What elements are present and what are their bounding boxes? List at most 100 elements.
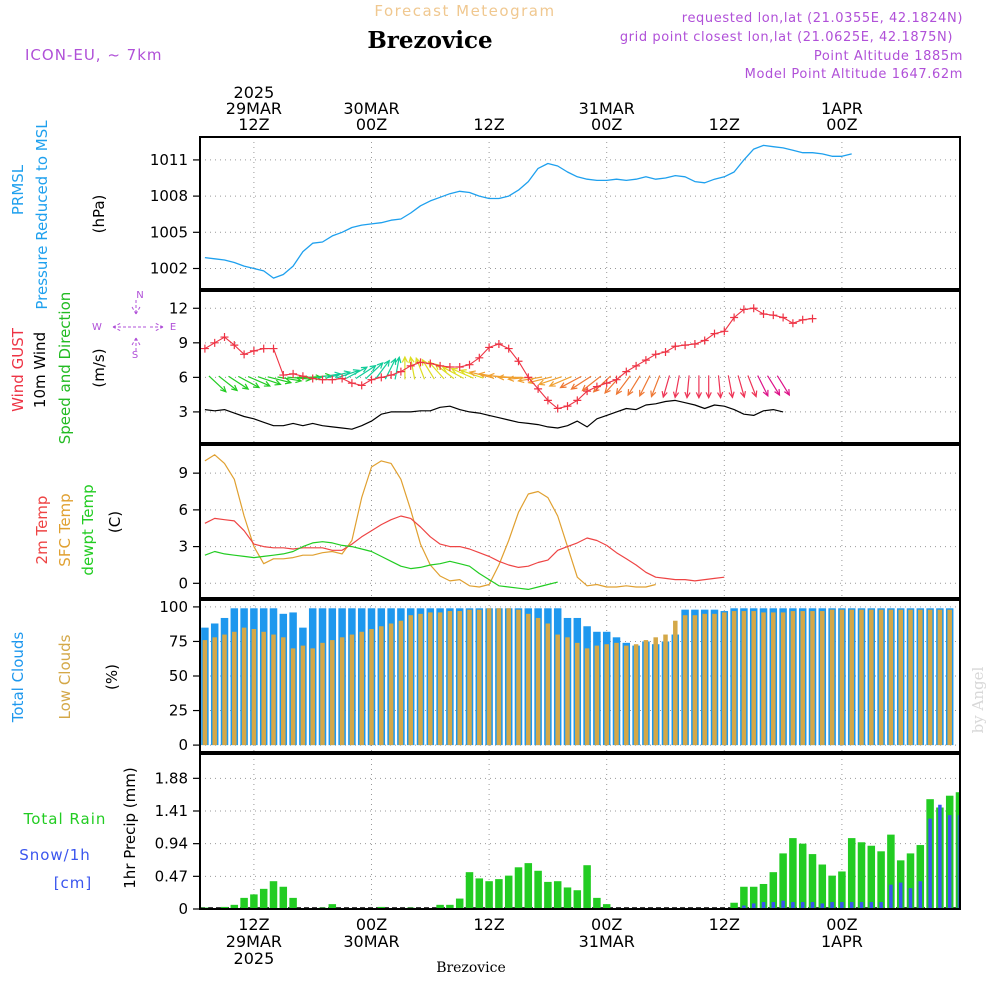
low-cloud-bar xyxy=(869,609,874,746)
rain-bar xyxy=(749,886,758,909)
wind-direction-arrow xyxy=(257,376,282,386)
wind-grid xyxy=(200,291,960,443)
rain-bar xyxy=(573,890,582,909)
wind-gust-marker xyxy=(465,360,474,369)
time-label-bottom: 2025 xyxy=(234,949,275,968)
low-cloud-bar xyxy=(271,634,276,746)
snow-bar xyxy=(849,902,854,909)
wind-gust-marker xyxy=(759,310,768,319)
rain-bar xyxy=(534,870,542,909)
low-cloud-bar xyxy=(428,612,433,746)
low-cloud-bar xyxy=(771,612,776,746)
low-cloud-bar xyxy=(888,609,894,746)
time-label-bottom: 00Z xyxy=(356,915,387,934)
wind-direction-arrow xyxy=(401,355,409,380)
wind-direction-arrow xyxy=(208,375,227,393)
rain-bar xyxy=(887,834,895,909)
wind-gust-marker xyxy=(553,404,562,413)
precip-y-ticks: 0 0.47 0.94 1.41 1.88 xyxy=(155,769,200,918)
wind-gust-marker xyxy=(641,356,650,365)
temperature-panel: 0 3 6 9 2m Temp SFC Temp dewpt Temp (C) xyxy=(33,444,961,599)
wind-gust-marker xyxy=(671,342,680,351)
p4-frame xyxy=(199,599,961,753)
wind-direction-arrow xyxy=(375,359,391,380)
rain-bar xyxy=(475,878,484,909)
low-cloud-bar xyxy=(584,648,590,746)
rain-bar xyxy=(524,863,533,909)
pressure-unit: (hPa) xyxy=(90,195,108,234)
wind-gust-marker xyxy=(269,344,278,353)
low-cloud-bar xyxy=(633,644,639,746)
model-label: ICON-EU, ~ 7km xyxy=(25,46,163,64)
wind-gust-marker xyxy=(543,396,552,405)
time-label-top: 12Z xyxy=(709,115,740,134)
temp-2m-label: 2m Temp xyxy=(33,496,51,565)
wind-direction-arrow xyxy=(415,356,426,380)
wind-series xyxy=(200,304,817,430)
rain-bar xyxy=(740,886,748,909)
wind-gust-marker xyxy=(651,350,660,359)
rain-bar xyxy=(446,904,454,909)
wind-direction-arrows xyxy=(208,355,790,400)
low-cloud-bar xyxy=(545,623,551,746)
y-tick-label: 3 xyxy=(178,538,188,556)
rain-bar xyxy=(544,881,552,909)
y-tick-label: 0 xyxy=(178,574,188,592)
rain-bar xyxy=(377,906,386,909)
temp-dewpt-line xyxy=(204,541,558,591)
snow-bar xyxy=(761,902,766,909)
low-cloud-bar xyxy=(408,615,413,746)
rain-bar xyxy=(838,871,846,909)
wind-gust-marker xyxy=(788,319,797,328)
low-cloud-bar xyxy=(418,613,423,746)
y-tick-label: 25 xyxy=(169,702,188,720)
wind-gust-marker xyxy=(475,353,484,362)
wind-gust-marker xyxy=(720,327,729,336)
low-cloud-bar xyxy=(477,609,482,746)
wind-gust-marker xyxy=(592,382,601,391)
low-cloud-bar xyxy=(290,648,296,746)
time-label-bottom: 1APR xyxy=(821,932,863,951)
snow-bar xyxy=(820,903,825,909)
rain-bar xyxy=(328,904,337,909)
rain-bar xyxy=(250,894,258,909)
wind-gust-marker xyxy=(240,350,249,359)
low-cloud-bar xyxy=(506,608,511,746)
low-cloud-bar xyxy=(447,611,453,746)
meteogram-title: Forecast Meteogram xyxy=(374,2,555,20)
snow-bar xyxy=(928,818,932,909)
compass-n: N xyxy=(136,290,143,301)
pressure-panel: 1002 1005 1008 1011 PRMSL Pressure Reduced … xyxy=(9,120,961,310)
wind-unit: (m/s) xyxy=(90,348,108,387)
low-cloud-bar xyxy=(222,634,227,746)
rain-bar xyxy=(955,792,959,909)
wind-gust-marker xyxy=(455,363,464,371)
rain-bar xyxy=(495,879,503,909)
low-cloud-bar xyxy=(516,609,521,746)
wind-gust-marker xyxy=(534,384,543,393)
wind-gust-marker xyxy=(426,359,435,368)
low-cloud-bar xyxy=(712,613,717,746)
low-cloud-bar xyxy=(810,611,815,746)
wind-direction-arrow xyxy=(717,375,724,400)
rain-bar xyxy=(602,904,611,909)
wind-panel: 3 6 9 12 Wind GUST 10m Wind Speed and Direc… xyxy=(9,290,961,444)
time-label-top: 00Z xyxy=(591,115,622,134)
y-tick-label: 0.47 xyxy=(155,867,188,885)
low-cloud-bar xyxy=(947,609,952,746)
grid-point-coordinates: grid point closest lon,lat (21.0625E, 42… xyxy=(620,30,953,45)
wind-direction-arrow xyxy=(345,366,369,379)
wind-direction-arrow xyxy=(581,375,602,392)
rain-bar xyxy=(906,853,915,909)
precip-series xyxy=(200,792,960,909)
rain-bar xyxy=(436,904,444,909)
rain-bar xyxy=(465,872,474,909)
time-label-bottom: 00Z xyxy=(826,915,857,934)
wind-gust-marker xyxy=(347,379,356,388)
wind-gust-marker xyxy=(249,346,258,355)
wind-direction-arrow xyxy=(727,375,735,399)
wind-gust-marker xyxy=(328,375,337,384)
precip-grid xyxy=(200,754,960,910)
wind-gust-marker xyxy=(573,396,582,405)
temp-sfc-line xyxy=(204,454,656,588)
